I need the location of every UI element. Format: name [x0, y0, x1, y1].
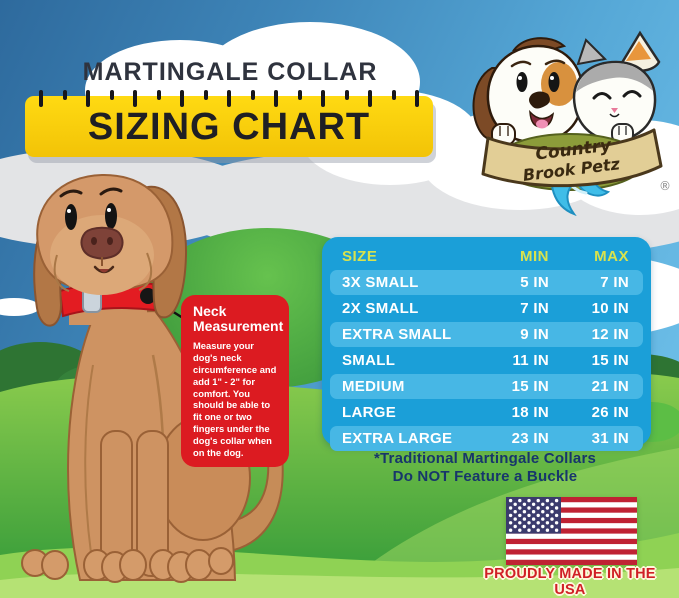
cloud — [0, 298, 40, 316]
callout-heading-line2: Measurement — [193, 318, 284, 335]
dog-left-eyebrow — [59, 189, 83, 198]
made-in-usa-label: PROUDLY MADE IN THE USA — [484, 566, 656, 598]
dog-right-eyebrow — [99, 187, 123, 196]
neck-measurement-callout: Neck Measurement Measure your dog's neck… — [181, 295, 289, 467]
table-cell-min: 18 IN — [511, 404, 549, 421]
dog-right-eye — [105, 203, 117, 229]
table-row: LARGE 18 IN 26 IN — [330, 400, 643, 425]
ruler-tick — [368, 90, 372, 107]
table-cell-size: 3X SMALL — [342, 274, 419, 291]
table-cell-size: EXTRA LARGE — [342, 430, 453, 447]
ruler-tick — [297, 90, 302, 100]
ruler-tick — [321, 90, 325, 107]
sizing-table-rows: 3X SMALL 5 IN 7 IN 2X SMALL 7 IN 10 IN EXTRA S… — [330, 270, 643, 451]
table-row: EXTRA SMALL 9 IN 12 IN — [330, 322, 643, 347]
ruler-tick — [86, 90, 90, 107]
ruler-tick — [109, 90, 114, 100]
table-cell-max: 12 IN — [591, 326, 629, 343]
usa-flag — [506, 497, 637, 565]
logo-dog-mascot — [472, 37, 584, 146]
table-cell-size: LARGE — [342, 404, 396, 421]
ruler-tick — [133, 90, 137, 107]
sizing-table-header: SIZE MIN MAX — [330, 243, 643, 269]
ruler-tick — [156, 90, 161, 100]
table-cell-max: 10 IN — [591, 300, 629, 317]
table-row: SMALL 11 IN 15 IN — [330, 348, 643, 373]
ruler-tick — [250, 90, 255, 100]
table-cell-min: 11 IN — [512, 352, 549, 369]
table-cell-min: 23 IN — [511, 430, 549, 447]
table-cell-max: 15 IN — [591, 352, 629, 369]
table-cell-size: EXTRA SMALL — [342, 326, 452, 343]
table-cell-size: MEDIUM — [342, 378, 405, 395]
ruler-tick — [391, 90, 396, 100]
ruler-tick — [180, 90, 184, 107]
flag-stars — [508, 498, 559, 532]
ruler-tick — [274, 90, 278, 107]
table-cell-max: 31 IN — [591, 430, 629, 447]
dog-illustration — [21, 173, 284, 583]
registered-trademark-symbol: ® — [659, 179, 671, 193]
logo-cat-mascot — [572, 30, 661, 144]
footnote-line2: Do NOT Feature a Buckle — [392, 468, 578, 485]
dog-nose — [80, 226, 124, 260]
callout-body: Measure your dog's neck circumference an… — [193, 340, 277, 458]
sizing-table: SIZE MIN MAX 3X SMALL 5 IN 7 IN 2X SMALL 7 I… — [322, 237, 651, 451]
table-cell-min: 7 IN — [520, 300, 549, 317]
table-cell-size: 2X SMALL — [342, 300, 419, 317]
table-row: MEDIUM 15 IN 21 IN — [330, 374, 643, 399]
ruler-label: SIZING CHART — [87, 106, 371, 148]
footnote-line1: *Traditional Martingale Collars — [373, 450, 597, 467]
flag-stripes — [506, 497, 637, 565]
ruler-ticks — [39, 90, 419, 107]
ruler-banner: SIZING CHART — [25, 90, 433, 157]
table-cell-max: 26 IN — [591, 404, 629, 421]
ruler-tick — [344, 90, 349, 100]
table-cell-min: 15 IN — [511, 378, 549, 395]
table-row: EXTRA LARGE 23 IN 31 IN — [330, 426, 643, 451]
footnote: *Traditional Martingale Collars Do NOT F… — [325, 450, 645, 486]
dog-left-eye — [65, 204, 77, 230]
table-cell-max: 7 IN — [600, 274, 629, 291]
ruler-tick — [415, 90, 419, 107]
table-cell-min: 5 IN — [520, 274, 549, 291]
ruler-tick — [203, 90, 208, 100]
page-title: MARTINGALE COLLAR — [82, 58, 378, 86]
table-cell-max: 21 IN — [591, 378, 629, 395]
ruler-tick — [62, 90, 67, 100]
table-row: 2X SMALL 7 IN 10 IN — [330, 296, 643, 321]
logo-banner: Country Brook Petz ® — [481, 128, 671, 216]
header-cell-min: MIN — [520, 247, 549, 265]
dog-head — [33, 173, 188, 327]
ruler-tick — [227, 90, 231, 107]
header-cell-max: MAX — [594, 247, 629, 265]
ruler-tick — [39, 90, 43, 107]
collar-dring-dot — [140, 288, 156, 304]
table-row: 3X SMALL 5 IN 7 IN — [330, 270, 643, 295]
header-cell-size: SIZE — [342, 247, 378, 265]
table-cell-size: SMALL — [342, 352, 396, 369]
table-cell-min: 9 IN — [520, 326, 549, 343]
callout-heading-line1: Neck — [193, 303, 227, 319]
brand-logo: Country Brook Petz ® — [472, 30, 671, 216]
dog-paws — [21, 430, 234, 583]
